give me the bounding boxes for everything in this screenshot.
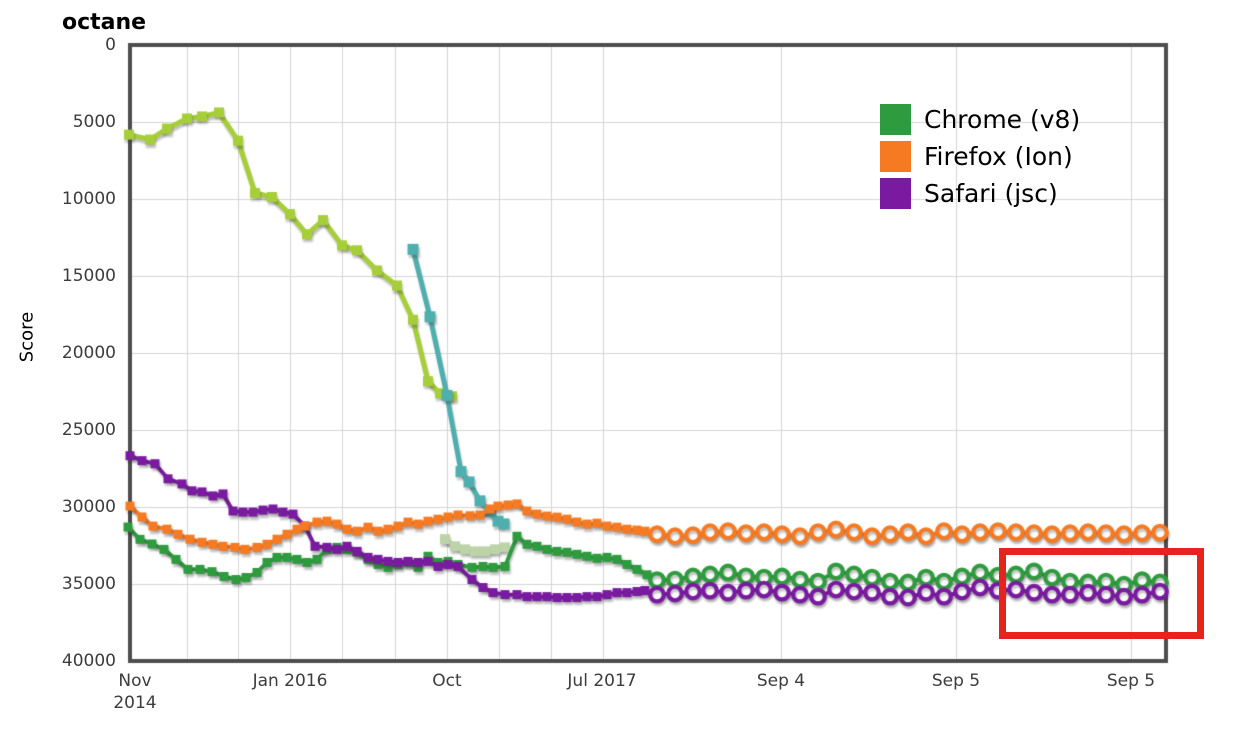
y-tick-label: 10000 — [61, 189, 116, 209]
y-tick-label: 15000 — [61, 266, 116, 286]
chart-title: octane — [62, 10, 147, 35]
y-tick-label: 20000 — [61, 343, 116, 363]
legend-label: Safari (jsc) — [924, 179, 1058, 208]
y-tick-label: 5000 — [72, 112, 116, 132]
x-tick-label: Sep 5 — [1106, 671, 1156, 691]
x-tick-label: Sep 5 — [931, 671, 981, 691]
legend-item-safari[interactable]: Safari (jsc) — [880, 178, 1080, 209]
legend: Chrome (v8) Firefox (Ion) Safari (jsc) — [880, 104, 1080, 209]
firefox-series-swatch — [880, 141, 911, 172]
annotation-highlight-box — [999, 548, 1204, 639]
x-tick-label: Nov 2014 — [113, 671, 157, 713]
x-tick-label: Jul 2017 — [567, 671, 637, 691]
x-tick-label: Oct — [432, 671, 462, 691]
legend-label: Chrome (v8) — [924, 105, 1081, 134]
y-tick-label: 25000 — [61, 420, 116, 440]
legend-label: Firefox (Ion) — [924, 142, 1073, 171]
legend-item-firefox[interactable]: Firefox (Ion) — [880, 141, 1080, 172]
y-axis-label: Score — [16, 311, 38, 363]
x-tick-label: Jan 2016 — [252, 671, 328, 691]
y-tick-label: 40000 — [61, 651, 116, 671]
y-tick-label: 30000 — [61, 497, 116, 517]
y-tick-label: 0 — [105, 35, 116, 55]
safari-series-swatch — [880, 178, 911, 209]
legend-item-chrome[interactable]: Chrome (v8) — [880, 104, 1080, 135]
y-tick-label: 35000 — [61, 574, 116, 594]
chrome-series-swatch — [880, 104, 911, 135]
x-tick-label: Sep 4 — [756, 671, 806, 691]
